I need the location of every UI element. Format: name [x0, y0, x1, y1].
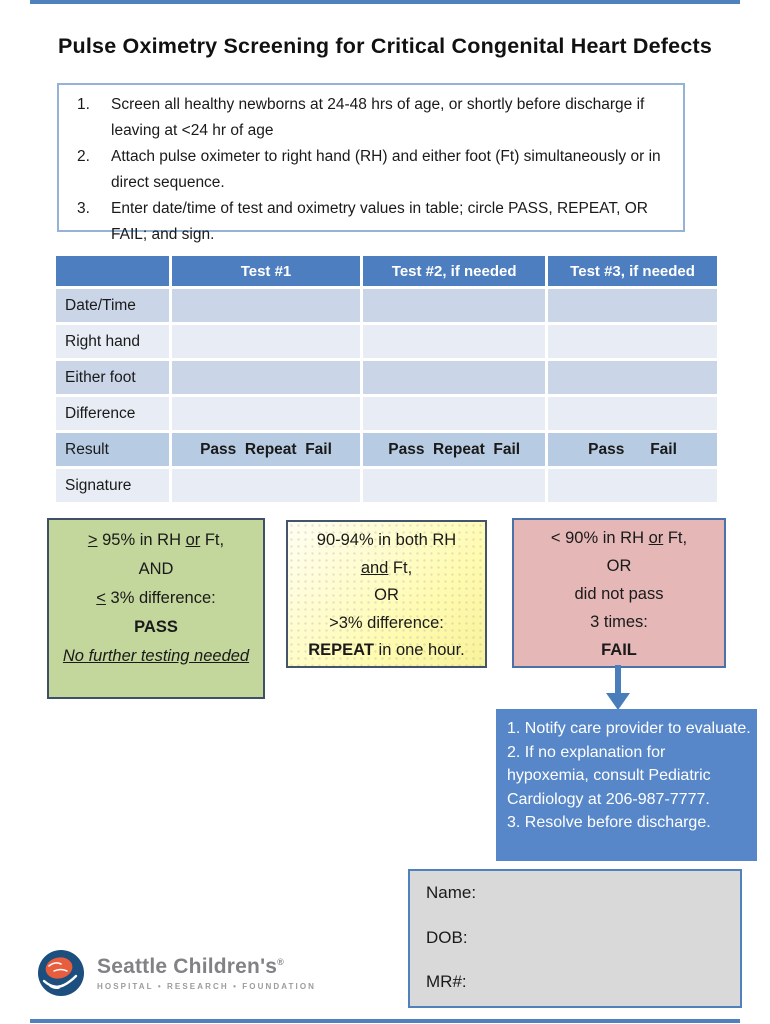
repeat-line-3: OR — [374, 586, 399, 604]
fail-line-3: did not pass — [574, 585, 664, 603]
cell-right-hand-test1 — [171, 325, 361, 358]
table-row: Difference — [56, 397, 717, 430]
row-label-signature: Signature — [56, 469, 169, 502]
pass-line-1: > 95% in RH or Ft, — [87, 531, 225, 549]
down-arrow-icon — [606, 665, 630, 710]
result-options-test1: Pass Repeat Fail — [171, 433, 361, 466]
repeat-line-4: >3% difference: — [329, 613, 444, 632]
header-cell-test2: Test #2, if needed — [363, 256, 546, 286]
fail-action-box: 1. Notify care provider to evaluate. 2. … — [496, 709, 757, 861]
instruction-text: Screen all healthy newborns at 24-48 hrs… — [111, 96, 645, 139]
logo-wordmark: Seattle Children's® — [97, 955, 284, 978]
repeat-line-2: and Ft, — [360, 558, 413, 577]
table-header-row: Test #1 Test #2, if needed Test #3, if n… — [56, 256, 717, 286]
header-cell-test3: Test #3, if needed — [548, 256, 717, 286]
row-label-either-foot: Either foot — [56, 361, 169, 394]
table-row: Signature — [56, 469, 717, 502]
instructions-box: 1. Screen all healthy newborns at 24-48 … — [57, 83, 685, 243]
table-row: Either foot — [56, 361, 717, 394]
instruction-item: 1. Screen all healthy newborns at 24-48 … — [59, 92, 673, 144]
instruction-number: 3. — [77, 200, 90, 217]
result-options-test3: Pass Fail — [548, 433, 717, 466]
seattle-childrens-logo: Seattle Children's® HOSPITAL • RESEARCH … — [36, 948, 316, 998]
top-border-rule — [30, 0, 740, 4]
instruction-text: Enter date/time of test and oximetry val… — [111, 200, 648, 243]
logo-text: Seattle Children's® HOSPITAL • RESEARCH … — [97, 955, 316, 991]
pass-line-2: AND — [138, 560, 174, 578]
pass-note: No further testing needed — [62, 647, 250, 665]
cell-either-foot-test1 — [171, 361, 361, 394]
repeat-criteria-box: 90-94% in both RH and Ft, OR >3% differe… — [286, 520, 487, 668]
cell-either-foot-test2 — [363, 361, 546, 394]
cell-difference-test1 — [171, 397, 361, 430]
cell-date-time-test1 — [171, 289, 361, 322]
cell-signature-test2 — [363, 469, 546, 502]
table-row: Date/Time — [56, 289, 717, 322]
instruction-item: 2. Attach pulse oximeter to right hand (… — [59, 144, 673, 196]
seattle-childrens-logo-icon — [38, 950, 84, 996]
header-cell-blank — [56, 256, 169, 286]
cell-right-hand-test2 — [363, 325, 546, 358]
fail-result-label: FAIL — [601, 641, 637, 659]
result-options-test2: Pass Repeat Fail — [363, 433, 546, 466]
patient-dob-field: DOB: — [426, 927, 468, 947]
oximetry-table: Test #1 Test #2, if needed Test #3, if n… — [53, 253, 720, 505]
cell-difference-test3 — [548, 397, 717, 430]
bottom-border-rule — [30, 1019, 740, 1023]
registered-trademark-icon: ® — [277, 957, 284, 967]
fail-action-step-3: 3. Resolve before discharge. — [507, 814, 711, 831]
table-row-result: Result Pass Repeat Fail Pass Repeat Fail… — [56, 433, 717, 466]
page-title: Pulse Oximetry Screening for Critical Co… — [57, 34, 712, 58]
row-label-right-hand: Right hand — [56, 325, 169, 358]
cell-difference-test2 — [363, 397, 546, 430]
cell-date-time-test3 — [548, 289, 717, 322]
instruction-item: 3. Enter date/time of test and oximetry … — [59, 196, 673, 248]
row-label-date-time: Date/Time — [56, 289, 169, 322]
instruction-text: Attach pulse oximeter to right hand (RH)… — [111, 148, 661, 191]
fail-action-step-1: 1. Notify care provider to evaluate. — [507, 720, 751, 737]
row-label-difference: Difference — [56, 397, 169, 430]
cell-right-hand-test3 — [548, 325, 717, 358]
pass-result-label: PASS — [134, 618, 178, 636]
cell-either-foot-test3 — [548, 361, 717, 394]
instruction-number: 1. — [77, 96, 90, 113]
fail-line-4: 3 times: — [590, 613, 648, 631]
pass-line-3: < 3% difference: — [96, 589, 216, 607]
row-label-result: Result — [56, 433, 169, 466]
fail-criteria-box: < 90% in RH or Ft, OR did not pass 3 tim… — [512, 518, 726, 668]
table-row: Right hand — [56, 325, 717, 358]
patient-mr-field: MR#: — [426, 972, 467, 991]
repeat-result-label: REPEAT in one hour. — [308, 641, 465, 659]
header-cell-test1: Test #1 — [171, 256, 361, 286]
instruction-number: 2. — [77, 148, 90, 165]
fail-line-1: < 90% in RH or Ft, — [550, 529, 688, 547]
cell-signature-test3 — [548, 469, 717, 502]
patient-name-field: Name: — [426, 883, 477, 902]
logo-tagline: HOSPITAL • RESEARCH • FOUNDATION — [97, 982, 317, 991]
fail-action-step-2: 2. If no explanation for hypoxemia, cons… — [507, 743, 711, 808]
cell-signature-test1 — [171, 469, 361, 502]
pass-criteria-box: > 95% in RH or Ft, AND < 3% difference: … — [47, 518, 265, 699]
repeat-line-1: 90-94% in both RH — [316, 531, 457, 549]
fail-line-2: OR — [606, 557, 632, 575]
patient-info-box: Name: DOB: MR#: — [408, 869, 742, 1008]
cell-date-time-test2 — [363, 289, 546, 322]
